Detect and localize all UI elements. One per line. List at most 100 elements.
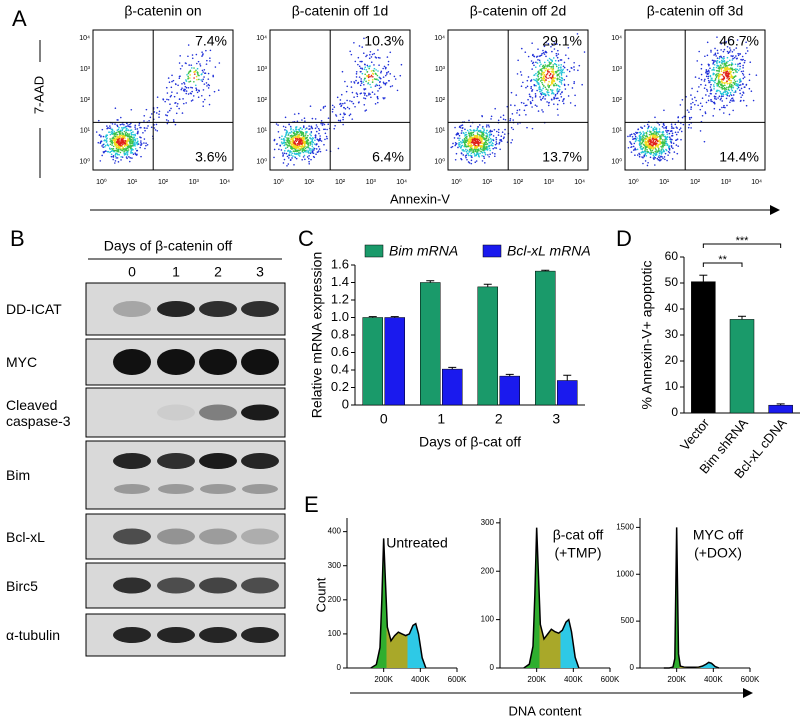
event-dot — [308, 146, 310, 148]
event-dot — [552, 69, 554, 71]
event-dot — [541, 53, 543, 55]
event-dot — [563, 103, 565, 105]
event-dot — [637, 154, 639, 156]
event-dot — [714, 48, 716, 50]
event-dot — [492, 143, 494, 145]
event-dot — [285, 135, 287, 137]
x-tick-label: 10³ — [189, 179, 200, 186]
event-dot — [298, 143, 300, 145]
event-dot — [470, 155, 472, 157]
plot-title: β-catenin off 2d — [470, 3, 567, 19]
event-dot — [713, 80, 715, 82]
event-dot — [723, 107, 725, 109]
event-dot — [187, 76, 189, 78]
event-dot — [734, 84, 736, 86]
event-dot — [674, 124, 676, 126]
event-dot — [549, 75, 551, 77]
event-dot — [653, 148, 655, 150]
event-dot — [310, 150, 312, 152]
event-dot — [292, 141, 294, 143]
event-dot — [631, 134, 633, 136]
event-dot — [478, 143, 480, 145]
event-dot — [721, 63, 723, 65]
event-dot — [157, 107, 159, 109]
event-dot — [466, 151, 468, 153]
x-tick-label: 10² — [513, 179, 524, 186]
event-dot — [133, 143, 135, 145]
event-dot — [454, 127, 456, 129]
event-dot — [639, 139, 641, 141]
event-dot — [373, 64, 375, 66]
event-dot — [701, 105, 703, 107]
event-dot — [298, 140, 300, 142]
event-dot — [719, 96, 721, 98]
event-dot — [371, 75, 373, 77]
event-dot — [531, 60, 533, 62]
plot-title: MYC off — [693, 527, 743, 543]
event-dot — [182, 98, 184, 100]
event-dot — [471, 145, 473, 147]
event-dot — [512, 119, 514, 121]
bar — [769, 405, 793, 413]
quadrant-percent: 29.1% — [542, 33, 582, 49]
y-tick-label: 0 — [630, 663, 635, 672]
event-dot — [368, 74, 370, 76]
event-dot — [303, 135, 305, 137]
event-dot — [208, 87, 210, 89]
event-dot — [287, 140, 289, 142]
event-dot — [676, 153, 678, 155]
event-dot — [173, 119, 175, 121]
event-dot — [185, 102, 187, 104]
event-dot — [690, 103, 692, 105]
event-dot — [343, 112, 345, 114]
event-dot — [733, 82, 735, 84]
event-dot — [318, 146, 320, 148]
event-dot — [461, 132, 463, 134]
event-dot — [135, 128, 137, 130]
event-dot — [126, 152, 128, 154]
event-dot — [742, 78, 744, 80]
event-dot — [577, 70, 579, 72]
event-dot — [181, 83, 183, 85]
event-dot — [656, 139, 658, 141]
event-dot — [690, 127, 692, 129]
y-axis-label: % Annexin-V+ apoptotic — [639, 260, 655, 409]
event-dot — [557, 93, 559, 95]
event-dot — [284, 150, 286, 152]
event-dot — [645, 148, 647, 150]
event-dot — [397, 90, 399, 92]
event-dot — [642, 137, 644, 139]
event-dot — [124, 154, 126, 156]
event-dot — [193, 81, 195, 83]
event-dot — [194, 73, 196, 75]
event-dot — [565, 54, 567, 56]
event-dot — [545, 70, 547, 72]
event-dot — [285, 144, 287, 146]
event-dot — [196, 76, 198, 78]
event-dot — [519, 114, 521, 116]
quadrant-percent: 46.7% — [719, 33, 759, 49]
event-dot — [173, 80, 175, 82]
bar — [691, 282, 715, 413]
event-dot — [644, 125, 646, 127]
event-dot — [492, 152, 494, 154]
event-dot — [484, 162, 486, 164]
event-dot — [717, 50, 719, 52]
event-dot — [536, 81, 538, 83]
event-dot — [123, 135, 125, 137]
event-dot — [125, 134, 127, 136]
event-dot — [663, 150, 665, 152]
x-tick-label: 10¹ — [659, 179, 670, 186]
plot-title: Untreated — [386, 535, 447, 551]
event-dot — [490, 138, 492, 140]
event-dot — [665, 142, 667, 144]
x-tick-label: 10³ — [544, 179, 555, 186]
event-dot — [549, 77, 551, 79]
blot-band — [241, 301, 279, 317]
event-dot — [360, 92, 362, 94]
event-dot — [550, 73, 552, 75]
event-dot — [480, 148, 482, 150]
legend-label: Bim mRNA — [389, 243, 458, 259]
y-tick-label: 10² — [257, 97, 268, 104]
blot-band — [199, 405, 237, 421]
